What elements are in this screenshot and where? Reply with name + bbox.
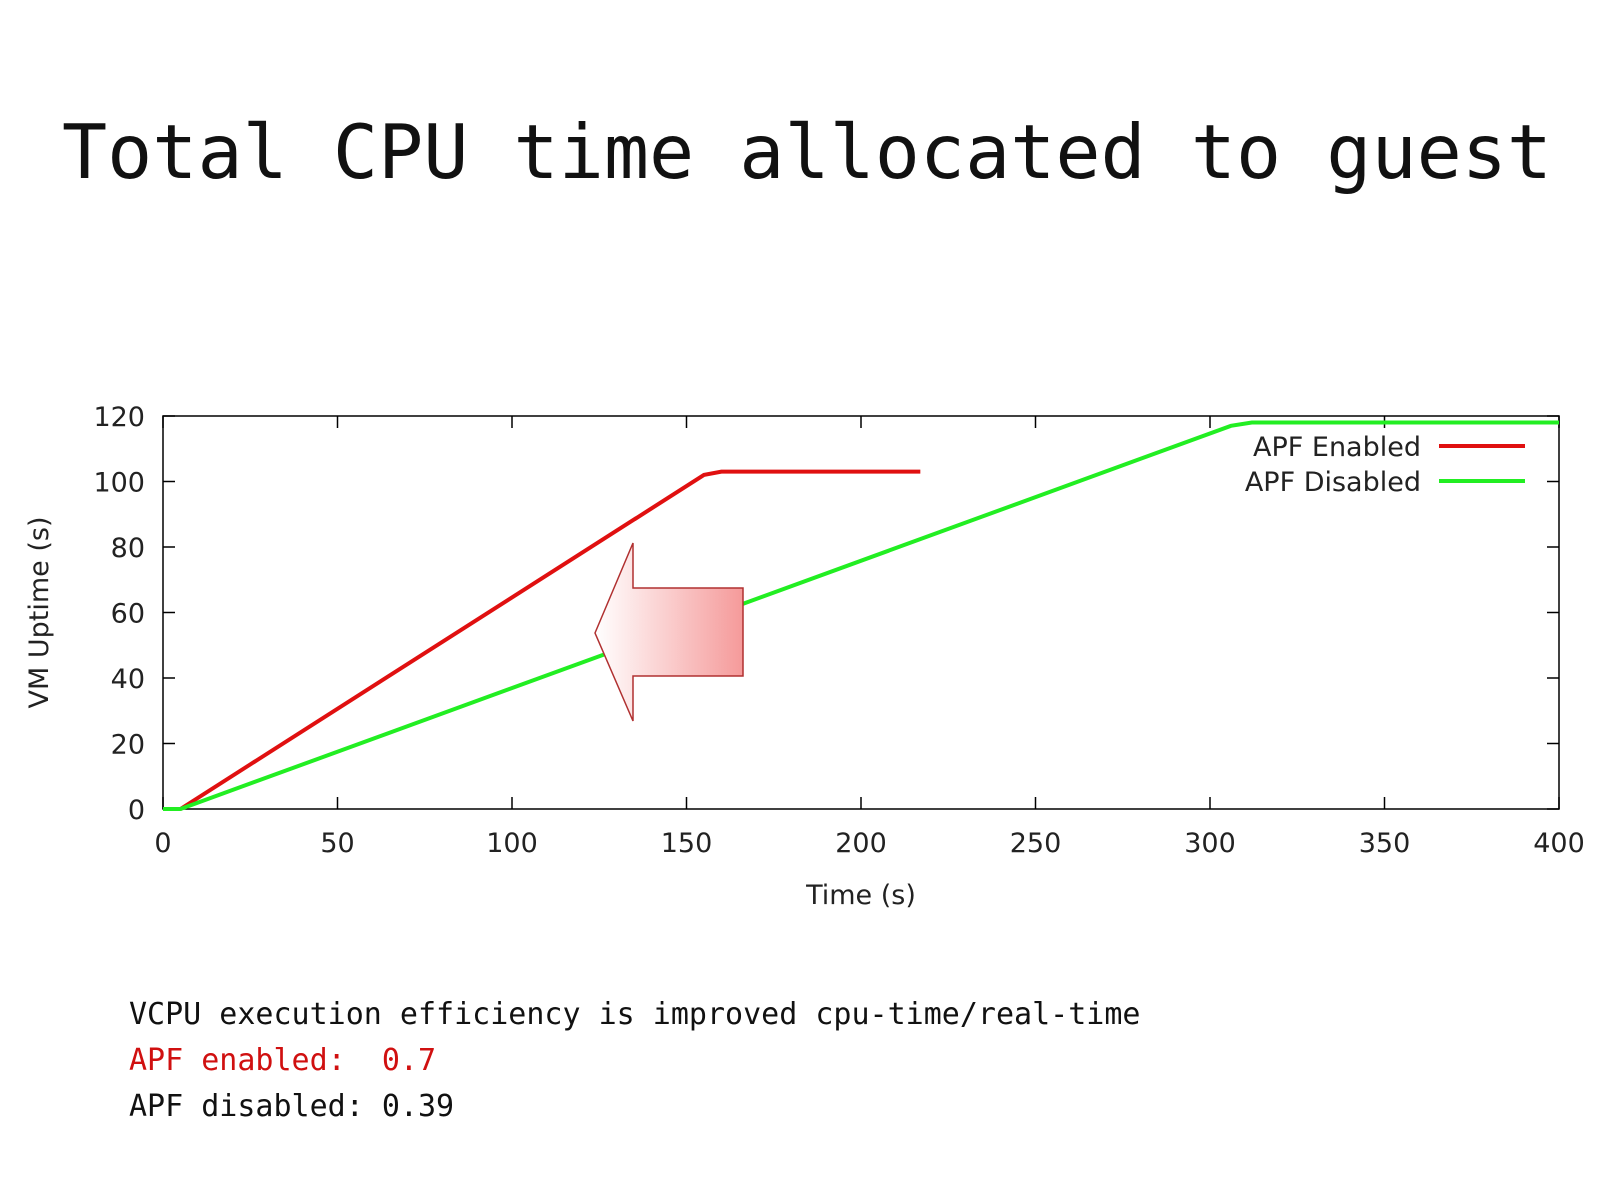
y-tick-label: 40 — [111, 664, 145, 695]
x-tick-label: 0 — [154, 828, 171, 859]
y-axis-label: VM Uptime (s) — [24, 517, 55, 709]
x-tick-label: 200 — [835, 828, 887, 859]
series-line — [163, 420, 1559, 811]
x-tick-label: 100 — [486, 828, 538, 859]
legend-label: APF Enabled — [1253, 432, 1421, 463]
x-tick-label: 150 — [661, 828, 713, 859]
y-tick-label: 120 — [93, 402, 145, 433]
x-tick-label: 350 — [1359, 828, 1411, 859]
note: APF disabled: 0.39 — [129, 1089, 454, 1124]
arrow — [594, 542, 744, 722]
x-tick-label: 400 — [1533, 828, 1585, 859]
series-line — [163, 469, 921, 811]
legend-label: APF Disabled — [1245, 467, 1421, 498]
slide-title: Total CPU time allocated to guest VM — [62, 108, 1599, 196]
x-tick-label: 300 — [1184, 828, 1236, 859]
y-tick-label: 0 — [128, 795, 145, 826]
x-tick-label: 50 — [320, 828, 354, 859]
y-tick-label: 60 — [111, 599, 145, 630]
chart: 0 50 100 150 200 250 300 350 400 0 20 40 60 80 100 120 T… — [24, 402, 1585, 911]
y-tick-label: 80 — [111, 533, 145, 564]
note: VCPU execution efficiency is improved cp… — [129, 997, 1140, 1032]
x-axis-label: Time (s) — [805, 880, 916, 911]
x-tick-label: 250 — [1010, 828, 1062, 859]
note: APF enabled: 0.7 — [129, 1043, 436, 1078]
y-tick-label: 100 — [93, 468, 145, 499]
y-tick-label: 20 — [111, 730, 145, 761]
